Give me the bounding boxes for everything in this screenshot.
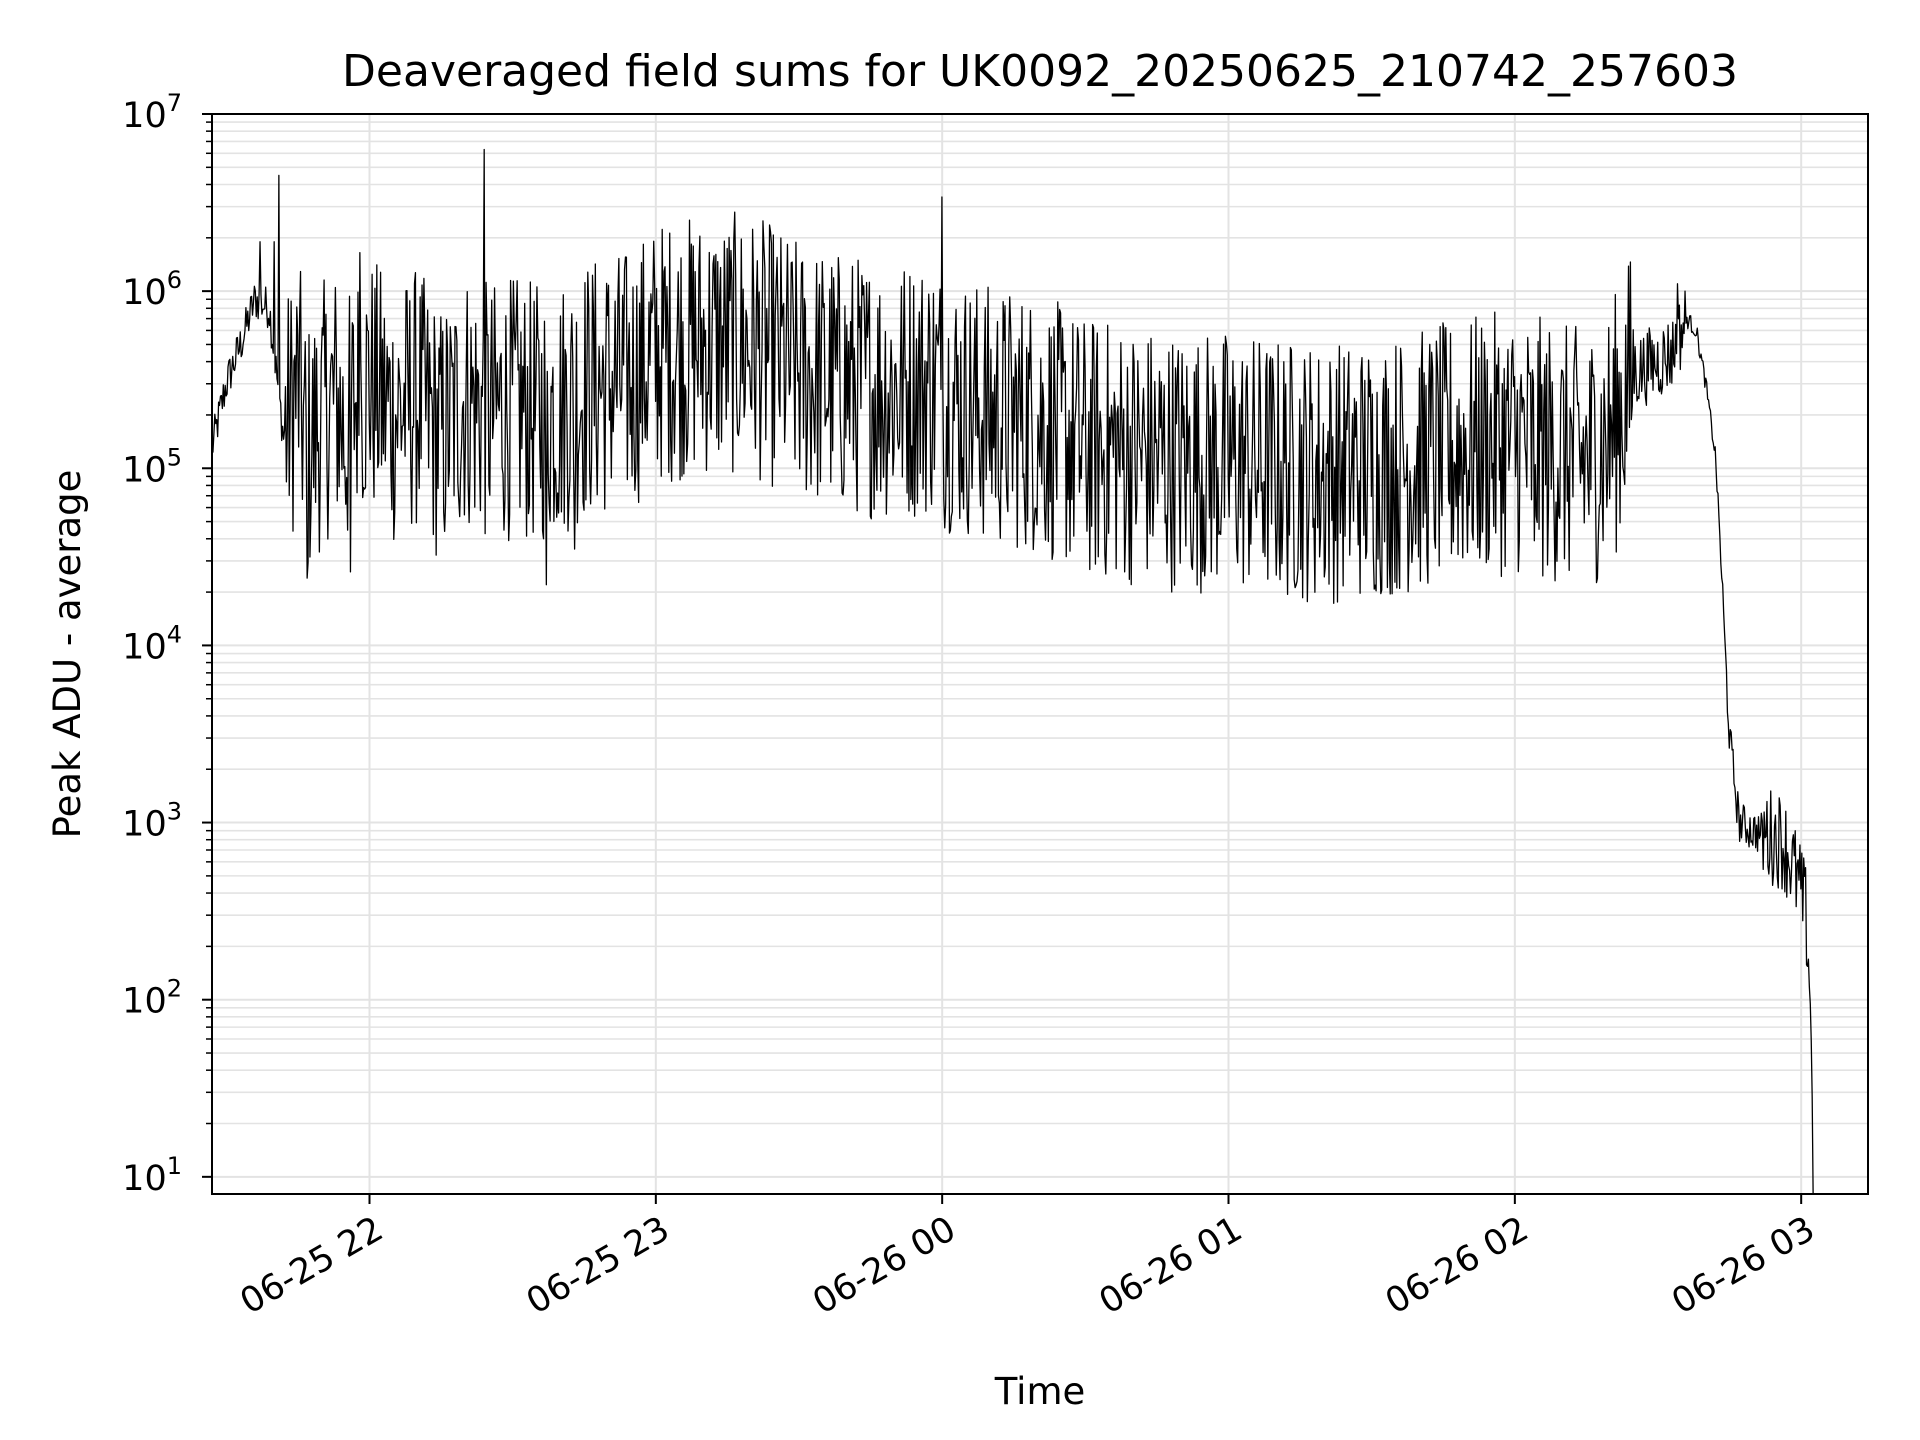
series-line [211, 148, 1814, 1195]
y-tick-base: 10 [122, 96, 167, 136]
y-tick-label: 104 [122, 620, 182, 667]
y-tick-base: 10 [122, 273, 167, 313]
y-tick-exponent: 6 [167, 266, 182, 294]
y-tick-exponent: 4 [167, 620, 182, 648]
chart-title: Deaveraged field sums for UK0092_2025062… [342, 46, 1738, 97]
y-tick-exponent: 1 [167, 1152, 182, 1180]
y-tick-base: 10 [122, 1159, 167, 1199]
y-tick-label: 105 [122, 443, 182, 490]
y-tick-exponent: 2 [167, 975, 182, 1003]
y-tick-label: 103 [122, 798, 182, 845]
y-tick-label: 102 [122, 975, 182, 1022]
y-tick-exponent: 3 [167, 798, 182, 826]
y-tick-exponent: 7 [167, 89, 182, 117]
series-layer [211, 148, 1814, 1195]
y-tick-base: 10 [122, 805, 167, 845]
y-axis-label: Peak ADU - average [46, 470, 89, 839]
y-tick-base: 10 [122, 450, 167, 490]
y-tick-label: 106 [122, 266, 182, 313]
y-tick-exponent: 5 [167, 443, 182, 471]
x-axis-label: Time [994, 1370, 1086, 1413]
y-tick-label: 107 [122, 89, 182, 136]
y-tick-base: 10 [122, 982, 167, 1022]
y-tick-label: 101 [122, 1152, 182, 1199]
y-tick-base: 10 [122, 627, 167, 667]
